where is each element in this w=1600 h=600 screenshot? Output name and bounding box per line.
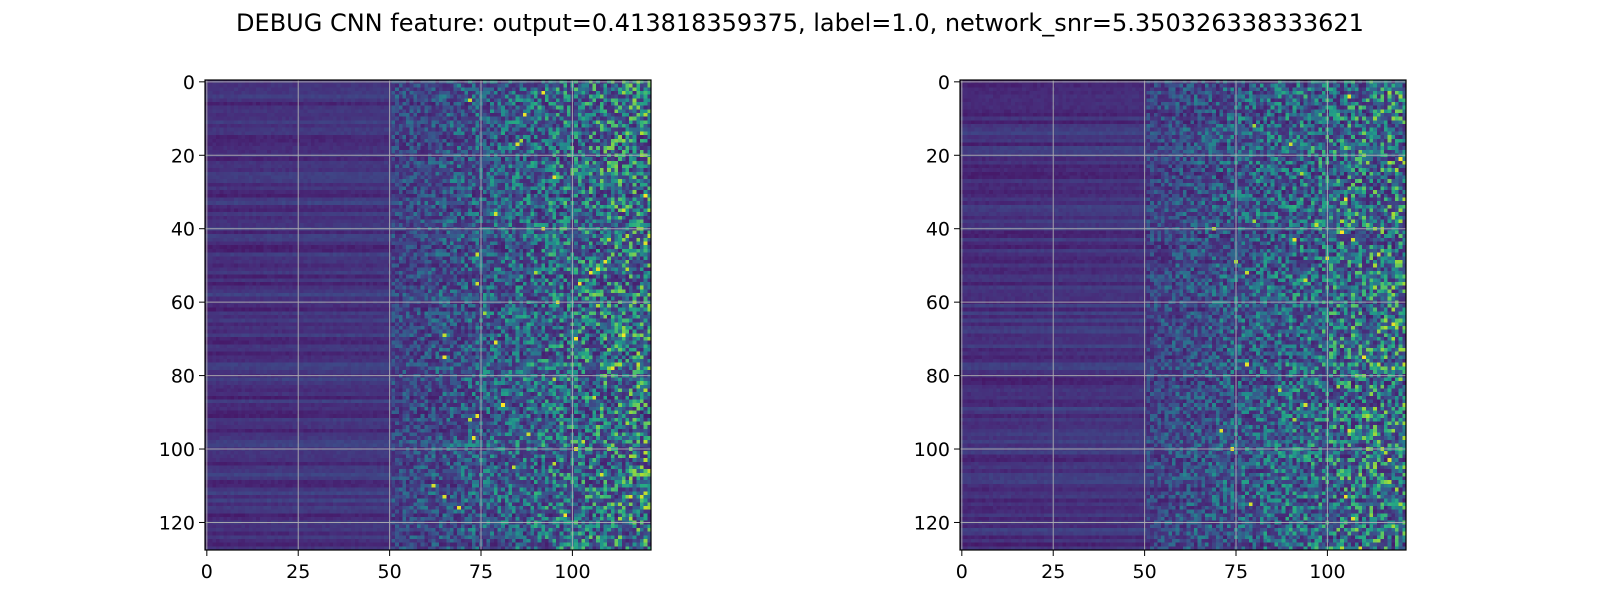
heatmap-panel-right: 0 25 50 75 100 0 20 40 60 80 100 120 — [914, 72, 1407, 583]
y-tick-label: 0 — [183, 72, 195, 94]
y-tick-label: 100 — [159, 439, 195, 461]
x-tick-label: 75 — [469, 561, 493, 583]
x-tick-label: 75 — [1224, 561, 1248, 583]
x-tick-label: 100 — [1309, 561, 1345, 583]
heatmap-image — [205, 80, 651, 550]
x-tick-label: 0 — [201, 561, 213, 583]
y-tick-label: 20 — [926, 145, 950, 167]
y-tick-label: 60 — [926, 292, 950, 314]
x-tick-label: 25 — [286, 561, 310, 583]
heatmap-image — [960, 80, 1406, 550]
y-tick-label: 40 — [926, 219, 950, 241]
y-tick-label: 80 — [926, 366, 950, 388]
y-tick-label: 120 — [159, 512, 195, 534]
x-tick-label: 25 — [1041, 561, 1065, 583]
y-tick-label: 0 — [938, 72, 950, 94]
axes-frame — [959, 79, 1407, 551]
y-tick-label: 120 — [914, 512, 950, 534]
x-tick-label: 50 — [378, 561, 402, 583]
x-tick-label: 100 — [554, 561, 590, 583]
figure-title: DEBUG CNN feature: output=0.413818359375… — [236, 9, 1364, 37]
y-tick-label: 100 — [914, 439, 950, 461]
x-tick-label: 50 — [1133, 561, 1157, 583]
y-tick-label: 20 — [171, 145, 195, 167]
axes-frame — [204, 79, 652, 551]
x-tick-label: 0 — [956, 561, 968, 583]
heatmap-panel-left: 0 25 50 75 100 0 20 40 60 80 100 120 — [159, 72, 652, 583]
y-tick-label: 40 — [171, 219, 195, 241]
y-tick-label: 80 — [171, 366, 195, 388]
y-tick-label: 60 — [171, 292, 195, 314]
